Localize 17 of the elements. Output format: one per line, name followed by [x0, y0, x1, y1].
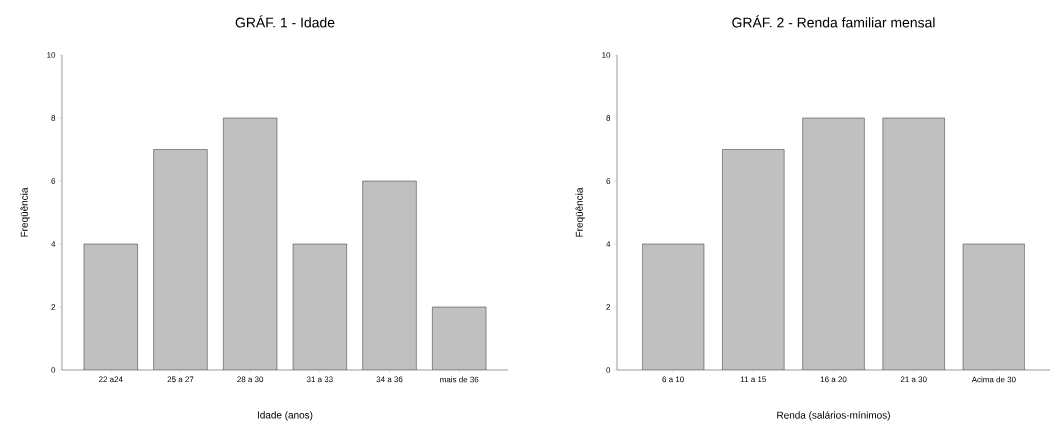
y-axis-title: Freqüência	[20, 187, 30, 237]
bar	[882, 118, 945, 370]
bar	[642, 244, 705, 370]
bar	[83, 244, 138, 370]
bar	[432, 306, 487, 370]
x-axis-title: Idade (anos)	[257, 411, 313, 421]
bar	[962, 243, 1025, 370]
bar	[802, 118, 865, 370]
bar	[722, 149, 785, 370]
x-axis-title: Renda (salários-mínimos)	[777, 411, 890, 421]
bar	[362, 181, 417, 370]
bar	[153, 149, 208, 370]
bar	[293, 244, 347, 370]
chart-title: GRÁF. 2 - Renda familiar mensal	[732, 15, 935, 28]
chart-title: GRÁF. 1 - Idade	[235, 15, 335, 28]
bar	[223, 118, 277, 370]
y-axis-title: Freqüência	[575, 187, 585, 237]
